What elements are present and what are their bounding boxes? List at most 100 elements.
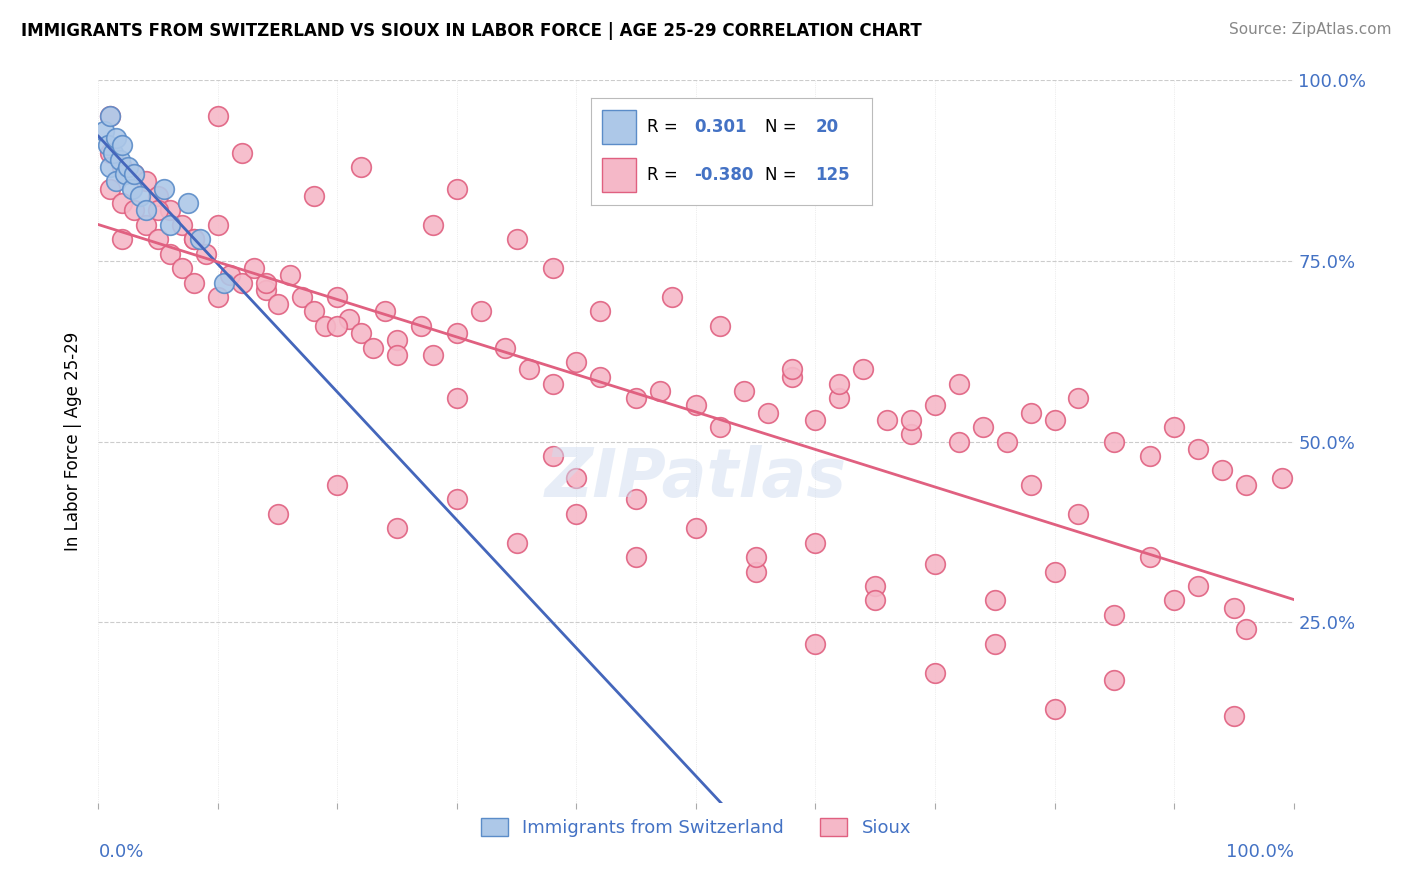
Text: -0.380: -0.380 [695, 166, 754, 184]
Point [422, 218, 444, 232]
Point [231, 145, 253, 160]
Point [231, 276, 253, 290]
Point [626, 391, 648, 405]
Point [111, 138, 134, 153]
Point [124, 203, 146, 218]
Legend: Immigrants from Switzerland, Sioux: Immigrants from Switzerland, Sioux [474, 811, 918, 845]
Point [506, 232, 529, 246]
Point [315, 318, 337, 333]
Point [1234, 478, 1257, 492]
Point [1187, 442, 1209, 456]
Point [207, 290, 229, 304]
Point [565, 355, 588, 369]
Point [1019, 406, 1042, 420]
Point [1223, 709, 1246, 723]
Point [93, 124, 115, 138]
Point [153, 182, 176, 196]
Point [1043, 702, 1066, 716]
Point [1211, 463, 1233, 477]
Point [135, 218, 157, 232]
Point [111, 196, 134, 211]
Point [172, 218, 194, 232]
Point [422, 348, 444, 362]
Point [1019, 478, 1042, 492]
Point [212, 276, 235, 290]
Point [1043, 565, 1066, 579]
Point [121, 182, 143, 196]
Point [984, 637, 1007, 651]
Point [326, 318, 349, 333]
Text: 20: 20 [815, 118, 838, 136]
Point [541, 449, 564, 463]
Point [828, 391, 851, 405]
Point [804, 535, 827, 549]
Point [135, 203, 157, 218]
Point [278, 268, 301, 283]
Point [339, 311, 361, 326]
Point [350, 160, 373, 174]
Point [900, 427, 922, 442]
Point [105, 131, 128, 145]
Point [207, 218, 229, 232]
Point [195, 246, 218, 260]
Point [302, 189, 325, 203]
Point [626, 492, 648, 507]
Point [326, 478, 349, 492]
Point [804, 413, 827, 427]
Point [1139, 449, 1161, 463]
Point [446, 391, 468, 405]
Text: N =: N = [765, 118, 796, 136]
Point [111, 160, 134, 174]
Point [1234, 623, 1257, 637]
Point [494, 341, 516, 355]
Point [219, 268, 242, 283]
Point [98, 109, 122, 123]
Point [745, 565, 768, 579]
Point [267, 507, 290, 521]
Point [117, 160, 139, 174]
Point [565, 507, 588, 521]
Point [1067, 391, 1090, 405]
Point [243, 261, 266, 276]
Point [254, 283, 277, 297]
Point [1187, 579, 1209, 593]
Point [129, 189, 152, 203]
Point [97, 138, 120, 153]
Point [124, 167, 146, 181]
Point [745, 550, 768, 565]
Point [924, 665, 946, 680]
Point [385, 348, 409, 362]
Point [267, 297, 290, 311]
Point [733, 384, 755, 398]
Point [374, 304, 396, 318]
Point [900, 413, 922, 427]
Text: IMMIGRANTS FROM SWITZERLAND VS SIOUX IN LABOR FORCE | AGE 25-29 CORRELATION CHAR: IMMIGRANTS FROM SWITZERLAND VS SIOUX IN … [21, 22, 922, 40]
Point [411, 318, 433, 333]
Point [177, 196, 200, 211]
Point [1163, 593, 1185, 607]
Point [172, 261, 194, 276]
Point [589, 304, 612, 318]
Point [780, 362, 803, 376]
Text: Source: ZipAtlas.com: Source: ZipAtlas.com [1229, 22, 1392, 37]
Point [148, 189, 170, 203]
Bar [602, 158, 636, 193]
Y-axis label: In Labor Force | Age 25-29: In Labor Force | Age 25-29 [65, 332, 83, 551]
Point [709, 318, 731, 333]
Point [363, 341, 385, 355]
Point [804, 637, 827, 651]
Text: 0.301: 0.301 [695, 118, 747, 136]
Point [326, 290, 349, 304]
Point [183, 232, 205, 246]
Point [302, 304, 325, 318]
Point [207, 109, 229, 123]
Point [101, 145, 124, 160]
Text: N =: N = [765, 166, 796, 184]
Point [828, 376, 851, 391]
Point [188, 232, 211, 246]
Point [183, 276, 205, 290]
Point [470, 304, 492, 318]
Point [98, 109, 122, 123]
Point [506, 535, 529, 549]
Point [108, 153, 131, 167]
